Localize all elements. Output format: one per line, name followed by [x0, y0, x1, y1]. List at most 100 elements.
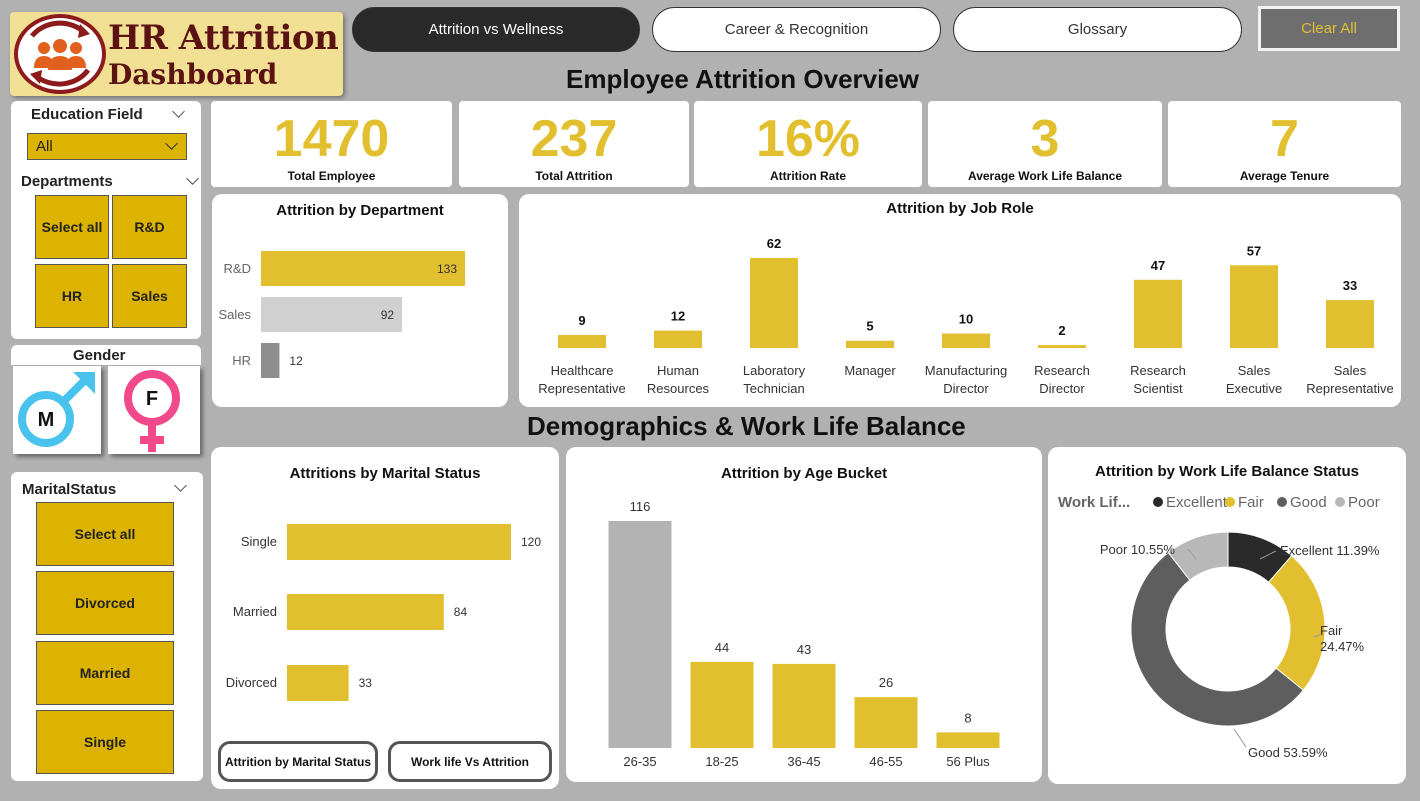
bar-value-label: 2 — [1058, 323, 1065, 338]
bar-category-label: Laboratory — [743, 363, 806, 378]
demographics-title: Demographics & Work Life Balance — [527, 411, 966, 441]
logo-title: HR Attrition — [108, 18, 339, 58]
bar-category-label: Sales — [1334, 363, 1367, 378]
bar-category-label: 36-45 — [787, 754, 820, 769]
legend-item-label: Good — [1290, 494, 1327, 511]
slice-value-label: Good 53.59% — [1248, 745, 1328, 760]
kpi-work-life-balance: 3 Average Work Life Balance — [928, 101, 1162, 187]
bar — [558, 334, 606, 348]
chart-attrition-by-marital-status: Attritions by Marital Status Single 120 Ma… — [211, 447, 559, 789]
bar-category-label: Director — [1039, 381, 1085, 396]
education-selected-value: All — [36, 138, 53, 155]
attrition-by-marital-status-button[interactable]: Attrition by Marital Status — [218, 741, 378, 782]
kpi-value: 1470 — [273, 110, 390, 168]
clear-all-button[interactable]: Clear All — [1258, 6, 1400, 51]
slice-value-label: 24.47% — [1320, 639, 1365, 654]
department-hr[interactable]: HR — [35, 264, 109, 328]
bar-category-label: Resources — [647, 381, 710, 396]
tab-glossary[interactable]: Glossary — [953, 7, 1242, 52]
bar-value-label: 57 — [1247, 243, 1261, 258]
gender-slicer: Gender — [11, 345, 201, 460]
female-label: F — [146, 388, 158, 410]
department-rd[interactable]: R&D — [112, 195, 187, 259]
marital-select-all[interactable]: Select all — [36, 502, 174, 566]
bar-category-label: Director — [943, 381, 989, 396]
female-symbol-icon: F — [124, 370, 180, 452]
chevron-down-icon[interactable] — [172, 105, 185, 118]
chart-attrition-by-age-bucket: Attrition by Age Bucket 116 26-35 44 18-25 4… — [566, 447, 1042, 782]
bar-value-label: 116 — [630, 499, 651, 514]
bar-category-label: Scientist — [1133, 381, 1183, 396]
chevron-down-icon[interactable] — [186, 172, 199, 185]
marital-divorced[interactable]: Divorced — [36, 571, 174, 635]
chart-title: Attrition by Work Life Balance Status — [1095, 463, 1359, 480]
bar-value-label: 9 — [578, 313, 585, 328]
job-role-bar-chart: 9 Healthcare Representative 12 Human Resource… — [538, 236, 1393, 396]
chart-title: Attrition by Job Role — [886, 200, 1034, 217]
bar-category-label: Manufacturing — [925, 363, 1007, 378]
bar — [654, 330, 702, 348]
chart-title: Attrition by Age Bucket — [720, 465, 888, 482]
tab-career-recognition[interactable]: Career & Recognition — [652, 7, 941, 52]
chevron-down-icon — [165, 137, 178, 150]
bar-value-label: 43 — [797, 642, 811, 657]
slice-value-label: Fair — [1320, 623, 1343, 638]
tab-attrition-vs-wellness[interactable]: Attrition vs Wellness — [352, 7, 640, 52]
male-label: M — [38, 409, 55, 431]
bar-category-label: Manager — [844, 363, 896, 378]
bar-value-label: 33 — [1343, 278, 1357, 293]
bar — [287, 594, 444, 630]
kpi-label: Average Work Life Balance — [967, 169, 1123, 183]
dashboard-logo: HR Attrition Dashboard — [10, 12, 343, 96]
bar-category-label: Divorced — [226, 675, 277, 690]
donut-slice — [1167, 531, 1229, 581]
bar-category-label: Sales — [1238, 363, 1271, 378]
marital-single[interactable]: Single — [36, 710, 174, 774]
bar-category-label: Research — [1034, 363, 1090, 378]
bar-category-label: Human — [657, 363, 699, 378]
bar-category-label: 18-25 — [705, 754, 738, 769]
bar-value-label: 12 — [671, 309, 685, 324]
kpi-average-tenure: 7 Average Tenure — [1168, 101, 1401, 187]
data-label-leader — [1233, 728, 1247, 748]
male-symbol-icon: M — [18, 372, 95, 447]
bar-category-label: Representative — [538, 381, 625, 396]
age-bar-chart: 116 26-35 44 18-25 43 36-45 26 46-55 8 56 Plus — [608, 499, 1000, 769]
legend-marker — [1225, 497, 1235, 507]
gender-male-button[interactable]: M — [13, 366, 101, 454]
kpi-label: Attrition Rate — [770, 169, 846, 183]
bar-value-label: 133 — [437, 262, 457, 276]
work-life-vs-attrition-button[interactable]: Work life Vs Attrition — [388, 741, 552, 782]
data-label-leader — [1259, 550, 1277, 560]
kpi-value: 3 — [1030, 110, 1060, 168]
kpi-label: Total Employee — [287, 169, 376, 183]
education-slicer-title: Education Field — [31, 106, 143, 123]
legend-item-label: Poor — [1348, 494, 1380, 511]
bar — [846, 340, 894, 348]
department-bar-chart: R&D 133 Sales 92 HR 12 — [218, 251, 465, 378]
bar — [854, 697, 918, 748]
department-sales[interactable]: Sales — [112, 264, 187, 328]
education-field-dropdown[interactable]: All — [27, 133, 187, 160]
gender-female-button[interactable]: F — [108, 366, 200, 454]
chevron-down-icon[interactable] — [174, 479, 187, 492]
marital-married[interactable]: Married — [36, 641, 174, 705]
chart-title: Attritions by Marital Status — [289, 465, 481, 482]
bar-category-label: 56 Plus — [946, 754, 990, 769]
department-select-all[interactable]: Select all — [35, 195, 109, 259]
bar — [287, 524, 511, 560]
bar — [750, 258, 798, 348]
bar-value-label: 47 — [1151, 258, 1165, 273]
kpi-value: 237 — [530, 110, 618, 168]
bar-value-label: 26 — [879, 675, 893, 690]
bar-value-label: 10 — [959, 311, 973, 326]
bar — [1134, 279, 1182, 348]
kpi-total-attrition: 237 Total Attrition — [459, 101, 689, 187]
kpi-value: 7 — [1270, 110, 1299, 168]
legend-marker — [1277, 497, 1287, 507]
bar-category-label: Healthcare — [551, 363, 614, 378]
people-icon — [14, 14, 106, 94]
bar — [942, 333, 990, 348]
bar-category-label: Married — [233, 604, 277, 619]
slice-value-label: Excellent 11.39% — [1280, 543, 1380, 558]
